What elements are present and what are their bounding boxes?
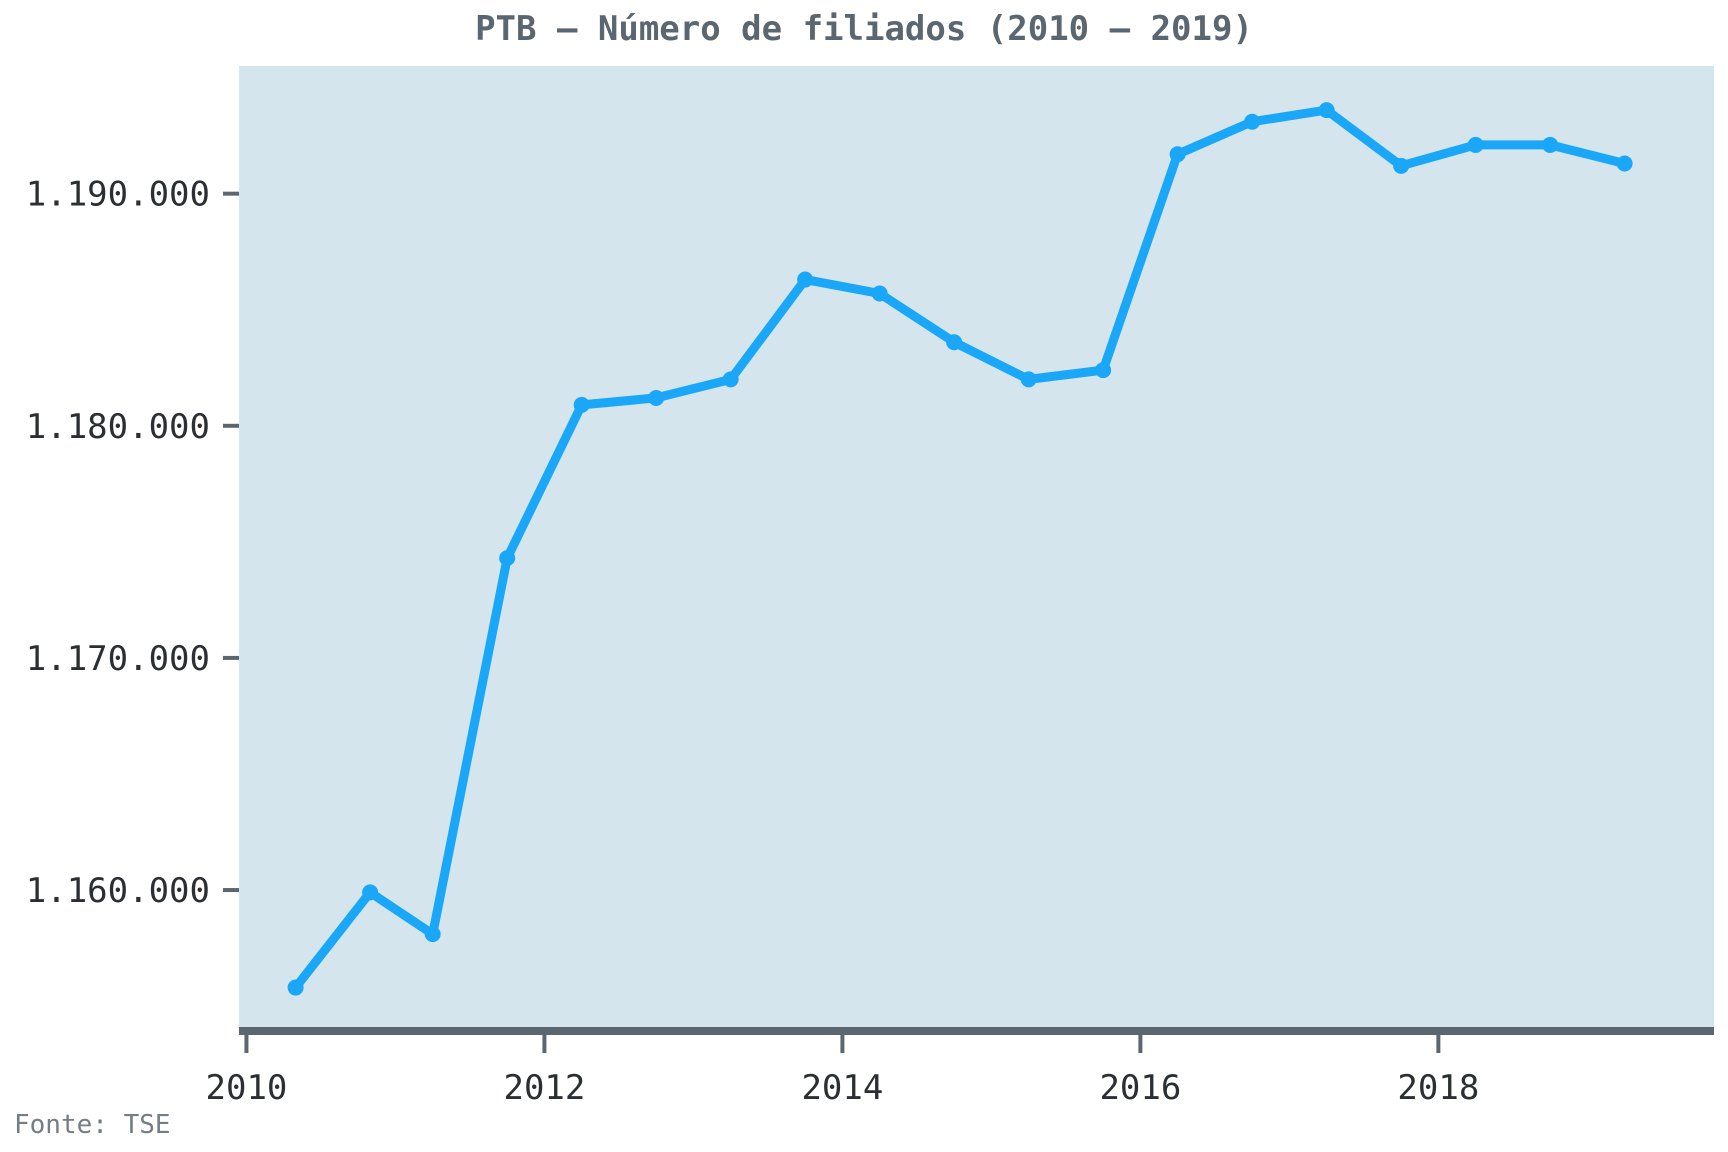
x-tick-label: 2018 (1397, 1068, 1479, 1108)
data-point (1020, 371, 1037, 388)
data-point (1467, 136, 1484, 153)
x-axis: 2010 2012 2014 2016 2018 (206, 1027, 1714, 1108)
data-point (573, 396, 590, 413)
y-axis: 1.160.000 1.170.000 1.180.000 1.190.000 (26, 175, 239, 911)
data-point (648, 389, 665, 406)
data-point (1542, 136, 1559, 153)
y-tick-label: 1.190.000 (26, 175, 210, 215)
chart-title: PTB – Número de filiados (2010 – 2019) (475, 9, 1253, 49)
plot-background (239, 66, 1714, 1027)
data-point (424, 926, 441, 943)
y-tick-label: 1.160.000 (26, 871, 210, 911)
x-tick-label: 2010 (206, 1068, 288, 1108)
data-point (1095, 362, 1112, 379)
data-point (871, 285, 888, 302)
data-point (946, 334, 963, 351)
x-tick-label: 2014 (801, 1068, 883, 1108)
source-note: Fonte: TSE (14, 1110, 171, 1140)
data-point (287, 979, 304, 996)
data-point (362, 884, 379, 901)
data-point (1616, 155, 1633, 172)
y-tick-label: 1.180.000 (26, 407, 210, 447)
x-tick-label: 2016 (1099, 1068, 1181, 1108)
data-point (1169, 146, 1186, 163)
data-series (287, 102, 1633, 996)
data-point (1244, 113, 1261, 130)
data-point (499, 550, 516, 567)
data-point (722, 371, 739, 388)
x-tick-label: 2012 (503, 1068, 585, 1108)
data-point (1393, 157, 1410, 174)
y-tick-label: 1.170.000 (26, 639, 210, 679)
data-point (797, 271, 814, 288)
data-point (1318, 102, 1335, 119)
